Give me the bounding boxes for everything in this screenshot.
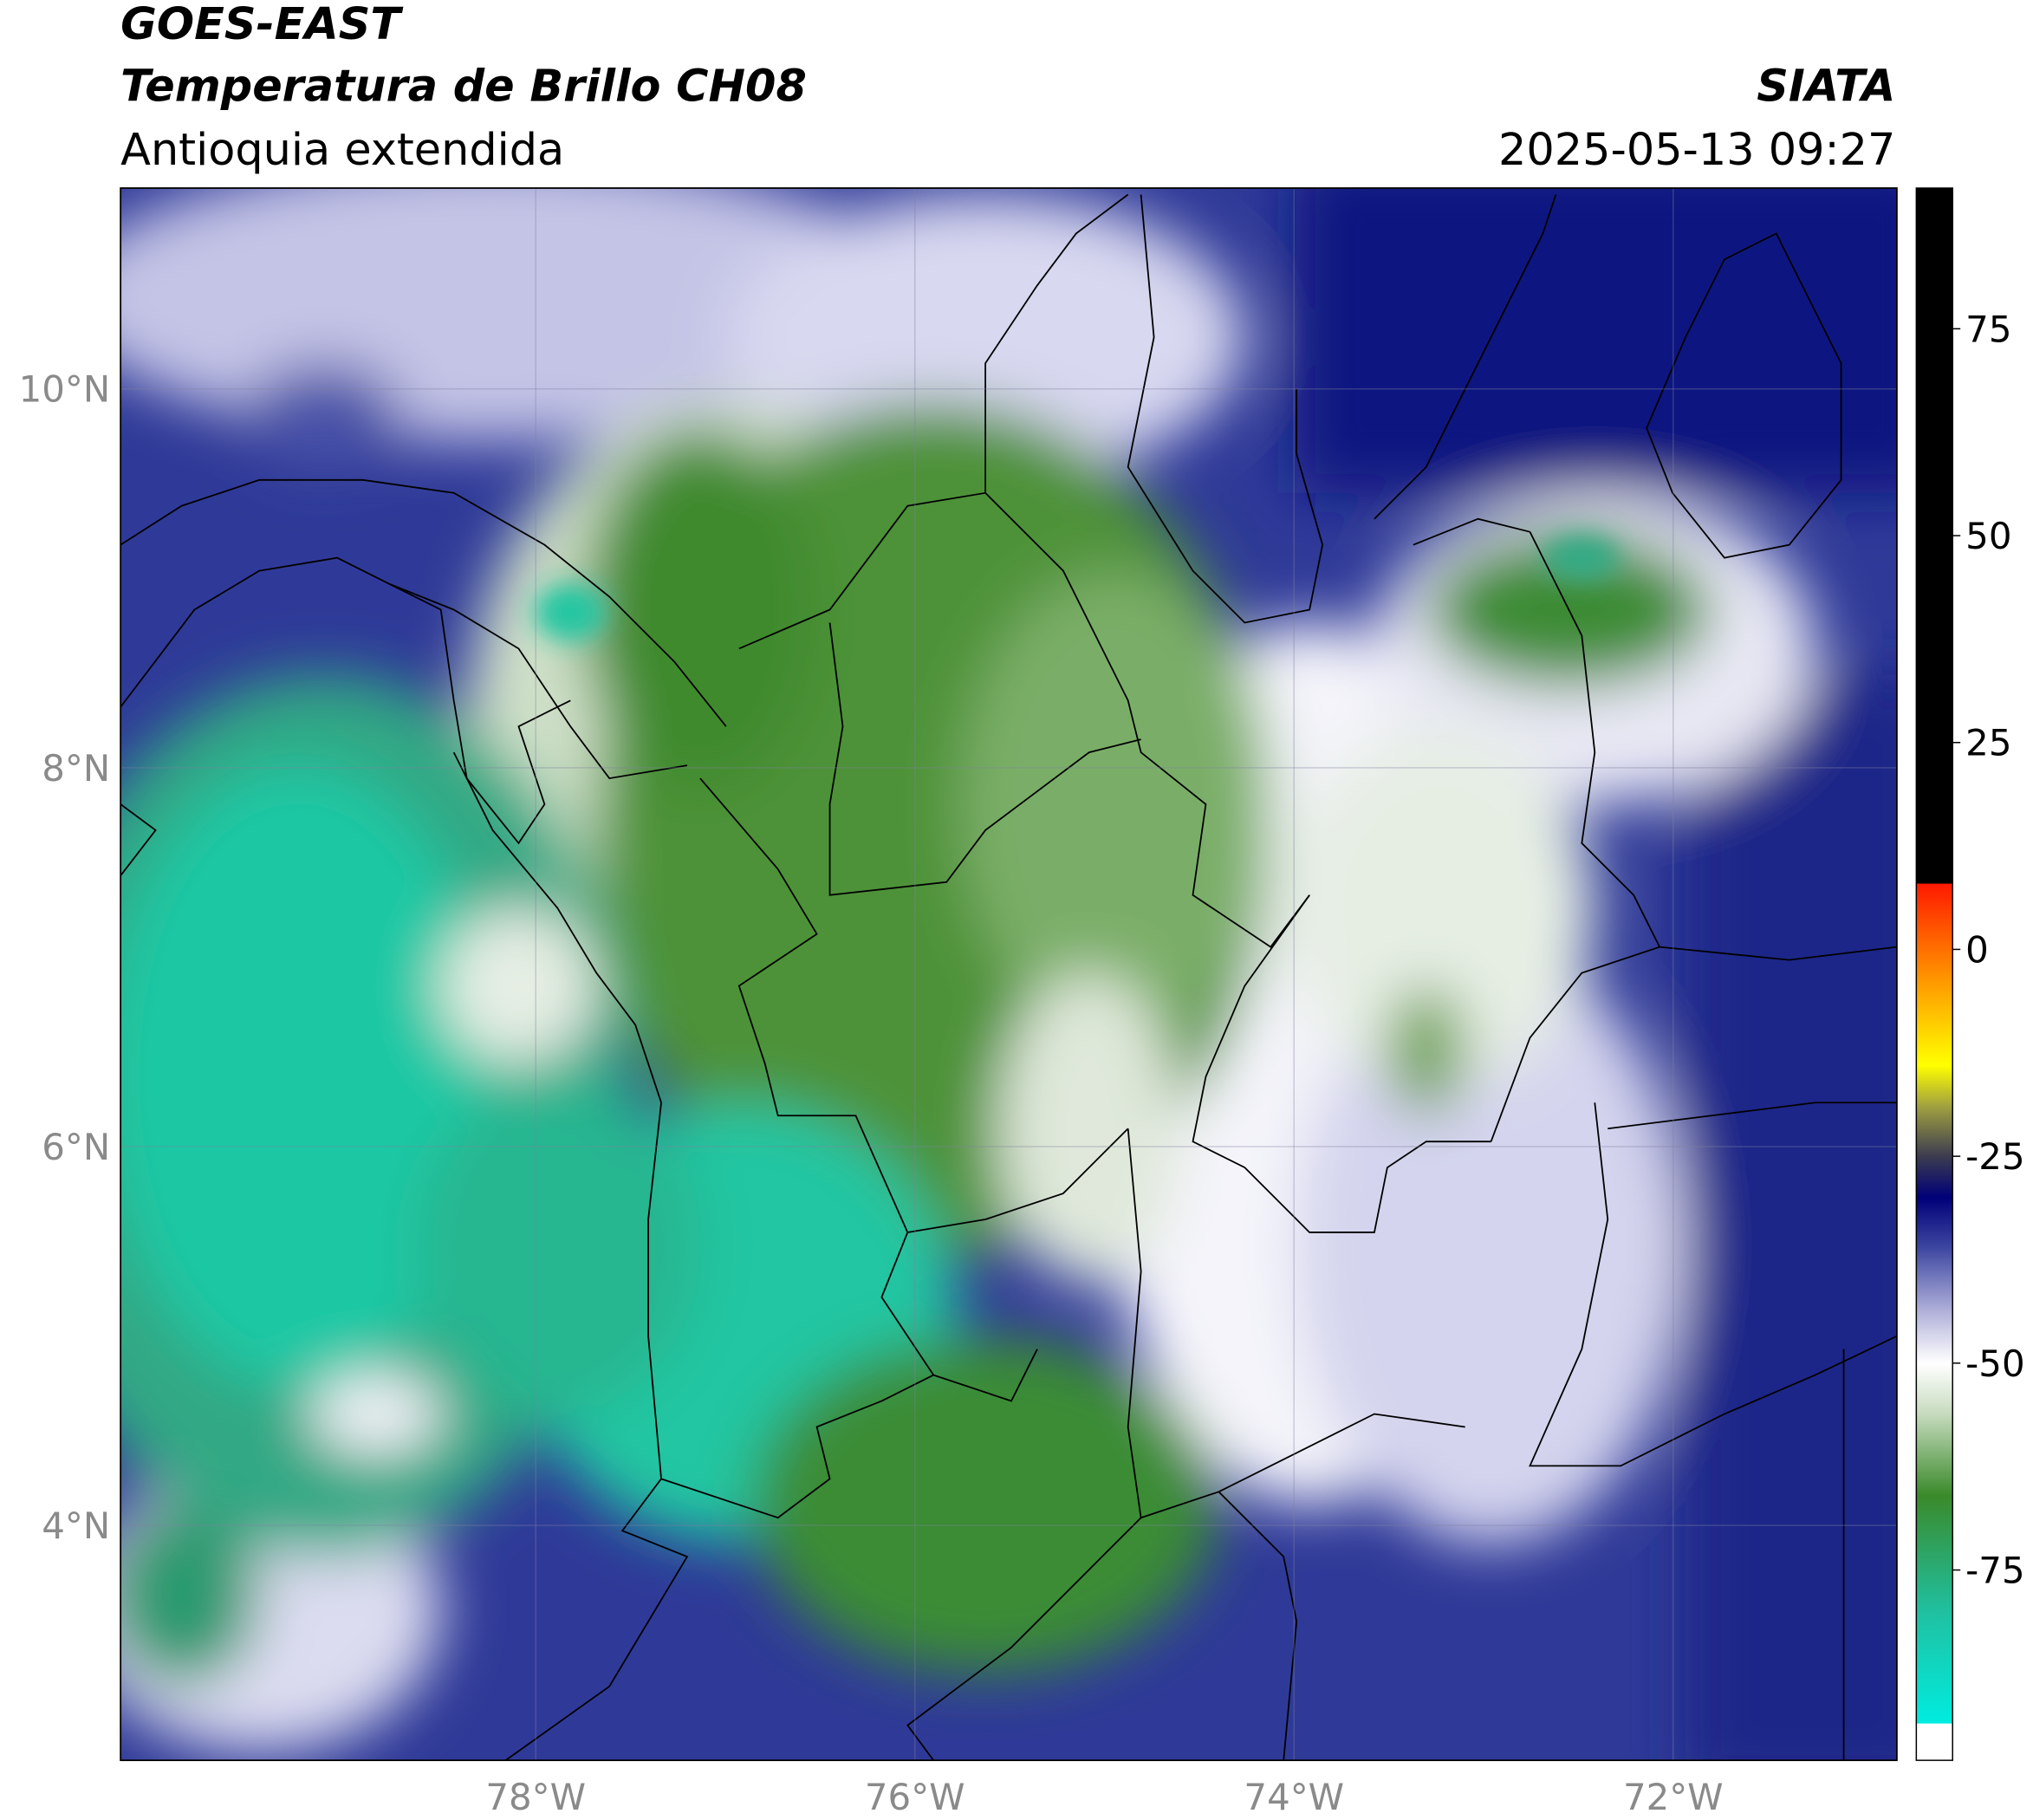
coastline bbox=[120, 803, 157, 876]
haze bbox=[725, 194, 1245, 480]
coastline bbox=[452, 751, 689, 1761]
lat-tick-label: 8°N bbox=[42, 747, 110, 790]
cloud-top bbox=[751, 1336, 1219, 1674]
cloud-top bbox=[534, 583, 607, 641]
lon-tick-label: 78°W bbox=[485, 1776, 586, 1818]
boundary bbox=[1529, 531, 1660, 948]
cloud-top bbox=[120, 1505, 260, 1687]
boundary bbox=[1192, 894, 1491, 1233]
boundary bbox=[1413, 517, 1530, 546]
boundary bbox=[738, 491, 1310, 948]
boundary bbox=[1374, 194, 1557, 520]
boundary bbox=[1127, 1128, 1465, 1519]
haze bbox=[998, 972, 1180, 1284]
cold-region bbox=[1296, 188, 1897, 493]
datetime: 2025-05-13 09:27 bbox=[1498, 124, 1895, 175]
subtitle: Antioquia extendida bbox=[120, 124, 564, 175]
haze bbox=[311, 1375, 441, 1453]
haze bbox=[246, 363, 402, 467]
lon-tick-label: 74°W bbox=[1244, 1776, 1344, 1818]
boundary bbox=[1127, 194, 1324, 624]
map-frame bbox=[120, 187, 1898, 1762]
colorbar-tick-label: 25 bbox=[1965, 722, 2011, 764]
haze bbox=[1296, 946, 1686, 1544]
cloud-top bbox=[1543, 534, 1621, 582]
boundary bbox=[1529, 1102, 1897, 1467]
cloud-top bbox=[1387, 985, 1465, 1116]
haze bbox=[1283, 726, 1595, 1090]
coastline bbox=[120, 556, 688, 780]
boundary bbox=[984, 193, 1129, 493]
colorbar bbox=[1915, 187, 1953, 1761]
lat-tick-label: 6°N bbox=[42, 1126, 110, 1168]
cloud-detail bbox=[534, 534, 1621, 641]
title-line: GOES-EAST bbox=[120, 0, 404, 49]
cloud-field bbox=[120, 188, 1897, 1761]
boundary bbox=[1490, 946, 1897, 1142]
title-line: Temperatura de Brillo CH08 bbox=[120, 61, 807, 112]
map-image bbox=[120, 188, 1897, 1761]
colorbar-tick-label: 75 bbox=[1965, 308, 2011, 350]
lon-tick-label: 76°W bbox=[865, 1776, 965, 1818]
cloud-top bbox=[120, 765, 493, 1388]
coastline bbox=[120, 478, 727, 727]
cold-region bbox=[1686, 674, 1897, 1761]
organization: SIATA bbox=[1757, 61, 1895, 112]
haze bbox=[440, 907, 597, 1064]
lat-tick-label: 10°N bbox=[19, 368, 111, 411]
boundary bbox=[1608, 1102, 1897, 1130]
cloud-top bbox=[414, 1076, 700, 1414]
lat-tick-label: 4°N bbox=[42, 1505, 110, 1547]
boundary bbox=[906, 1517, 1142, 1761]
colorbar-tick-label: 50 bbox=[1965, 515, 2011, 557]
boundary bbox=[660, 1374, 934, 1519]
colorbar-tick-label: -75 bbox=[1965, 1550, 2024, 1592]
boundary bbox=[1646, 232, 1842, 559]
colorbar-tick-label: -50 bbox=[1965, 1342, 2024, 1385]
boundary bbox=[828, 622, 1141, 896]
boundary bbox=[699, 777, 1129, 1233]
lon-tick-label: 72°W bbox=[1623, 1776, 1724, 1818]
colorbar-tick-label: 0 bbox=[1965, 928, 1989, 971]
colorbar-tick-label: -25 bbox=[1965, 1135, 2024, 1178]
boundary bbox=[1218, 1491, 1298, 1761]
grid bbox=[120, 188, 1897, 1761]
cloud-top bbox=[959, 570, 1271, 1038]
borders bbox=[120, 193, 1897, 1761]
boundary bbox=[388, 582, 571, 845]
cloud-top bbox=[583, 427, 817, 792]
